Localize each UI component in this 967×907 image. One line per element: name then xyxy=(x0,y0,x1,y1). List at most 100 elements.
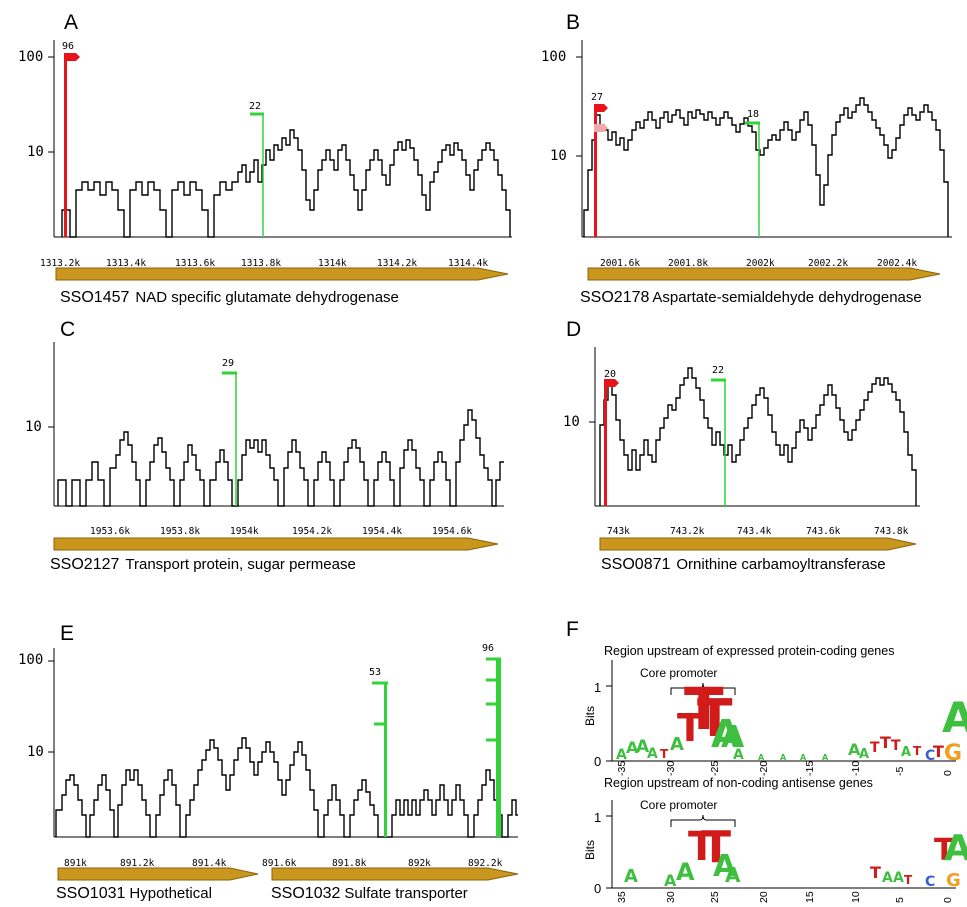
panel-e-gene-label-1: SSO1031 Hypothetical xyxy=(56,885,212,903)
svg-text:A: A xyxy=(721,720,745,755)
svg-text:C: C xyxy=(925,874,935,890)
svg-text:A: A xyxy=(848,740,861,759)
panel-a-xtick: 1313.6k xyxy=(175,258,216,269)
logo-xtick: -25 xyxy=(709,760,721,776)
gene-name: NAD specific glutamate dehydrogenase xyxy=(135,289,399,306)
logo-xtick: -35 xyxy=(616,760,628,776)
gene-name: Ornithine carbamoyltransferase xyxy=(676,556,886,573)
panel-a-axes xyxy=(48,40,512,238)
panel-c-xtick: 1954k xyxy=(230,526,259,537)
svg-text:T: T xyxy=(870,740,880,756)
panel-c-xtick: 1954.4k xyxy=(362,526,403,537)
panel-e-xtick: 892.2k xyxy=(468,858,503,869)
logo-1-core-promoter-bracket xyxy=(670,682,736,695)
panel-e-gene-arrow-1 xyxy=(57,867,259,881)
panel-d-xtick: 743.8k xyxy=(874,526,909,537)
svg-text:A: A xyxy=(733,747,744,763)
panel-a-xtick: 1313.2k xyxy=(40,258,81,269)
panel-e-ytick-10: 10 xyxy=(27,744,44,760)
panel-e-xtick: 891k xyxy=(64,858,87,869)
logo-xtick: 5 xyxy=(894,897,906,903)
svg-text:C: C xyxy=(925,748,935,764)
panel-c-gene-label: SSO2127 Transport protein, sugar permease xyxy=(50,556,356,574)
svg-text:A: A xyxy=(942,693,967,742)
panel-b-ytick-10: 10 xyxy=(550,148,567,164)
panel-a-xtick: 1313.4k xyxy=(106,258,147,269)
panel-b-gene-label: SSO2178 Aspartate-semialdehyde dehydrogen… xyxy=(580,289,922,307)
panel-letter-c: C xyxy=(60,318,76,341)
panel-d-coverage-trace xyxy=(599,367,917,506)
panel-a-ytick-100: 100 xyxy=(18,49,44,65)
panel-b-gene-arrow xyxy=(587,267,941,281)
gene-id: SSO0871 xyxy=(601,556,671,573)
panel-b-xtick: 2002k xyxy=(746,258,775,269)
logo-1-t-stack: T xyxy=(933,742,944,761)
gene-id: SSO2178 xyxy=(580,289,650,306)
panel-d-red-start-bar xyxy=(604,383,607,506)
gene-id: SSO1457 xyxy=(60,289,130,306)
panel-b-xtick: 2002.4k xyxy=(877,258,918,269)
panel-b-red-arrow-icon xyxy=(594,104,608,112)
svg-text:T: T xyxy=(697,689,733,749)
panel-c-xtick: 1954.6k xyxy=(432,526,473,537)
panel-letter-f: F xyxy=(566,618,579,641)
panel-a-red-arrow-icon xyxy=(64,53,80,61)
logo-1-title: Region upstream of expressed protein-cod… xyxy=(604,644,895,658)
panel-letter-a: A xyxy=(64,11,79,34)
logo-1-bracket-label: Core promoter xyxy=(640,666,718,680)
panel-b-ytick-100: 100 xyxy=(541,49,567,65)
logo-xtick: -20 xyxy=(758,760,770,776)
panel-a-xtick: 1314.2k xyxy=(377,258,418,269)
panel-d-xtick: 743k xyxy=(607,526,630,537)
panel-letter-b: B xyxy=(566,11,581,34)
svg-text:A: A xyxy=(882,870,893,886)
panel-a-xtick: 1314.4k xyxy=(448,258,489,269)
gene-id: SSO1032 xyxy=(271,885,341,902)
panel-a-ytick-10: 10 xyxy=(27,144,44,160)
svg-text:A: A xyxy=(822,753,829,762)
panel-c-xtick: 1953.6k xyxy=(90,526,131,537)
gene-id: SSO2127 xyxy=(50,556,120,573)
logo-2-letters: A A A T T A A T A A T C T A G xyxy=(624,822,967,891)
svg-text:A: A xyxy=(626,738,639,757)
panel-b-xtick: 2001.6k xyxy=(600,258,641,269)
logo-2-core-promoter-bracket xyxy=(670,814,736,827)
panel-d-xtick: 743.4k xyxy=(737,526,772,537)
logo-xtick: -10 xyxy=(850,760,862,776)
svg-text:T: T xyxy=(684,675,724,743)
logo-xtick: 0 xyxy=(942,770,954,776)
svg-text:A: A xyxy=(636,737,650,757)
logo-xtick: 30 xyxy=(665,891,677,903)
logo-xtick: 15 xyxy=(804,891,816,903)
panel-a-red-start-bar xyxy=(64,57,67,237)
svg-text:A: A xyxy=(676,858,695,886)
panel-e-xtick: 892k xyxy=(408,858,431,869)
gene-id: SSO1031 xyxy=(56,885,126,902)
panel-b-coverage-trace xyxy=(583,97,949,237)
panel-a-xtick: 1313.8k xyxy=(241,258,282,269)
panel-letter-e: E xyxy=(60,622,75,645)
svg-text:A: A xyxy=(944,828,967,869)
panel-c-coverage-trace xyxy=(57,409,504,507)
panel-c-xtick: 1953.8k xyxy=(160,526,201,537)
svg-text:T: T xyxy=(660,747,669,761)
panel-d-marker-label-22: 22 xyxy=(712,365,725,376)
svg-text:A: A xyxy=(711,712,741,756)
svg-text:A: A xyxy=(893,870,904,886)
panel-e-xtick: 891.2k xyxy=(120,858,155,869)
panel-a-gene-arrow xyxy=(55,267,509,281)
svg-text:A: A xyxy=(780,753,787,762)
panel-c-ytick-10: 10 xyxy=(25,419,42,435)
panel-b-marker-label-27: 27 xyxy=(591,92,604,103)
logo-xtick: 25 xyxy=(709,891,721,903)
svg-text:A: A xyxy=(664,871,677,890)
svg-text:T: T xyxy=(677,706,703,750)
panel-b-marker-label-18: 18 xyxy=(747,109,760,120)
panel-c-xtick: 1954.2k xyxy=(292,526,333,537)
logo-2-bracket-label: Core promoter xyxy=(640,798,718,812)
panel-e-ytick-100: 100 xyxy=(18,652,44,668)
panel-c-gene-arrow xyxy=(53,537,499,551)
panel-d-red-arrow-icon xyxy=(604,379,619,387)
